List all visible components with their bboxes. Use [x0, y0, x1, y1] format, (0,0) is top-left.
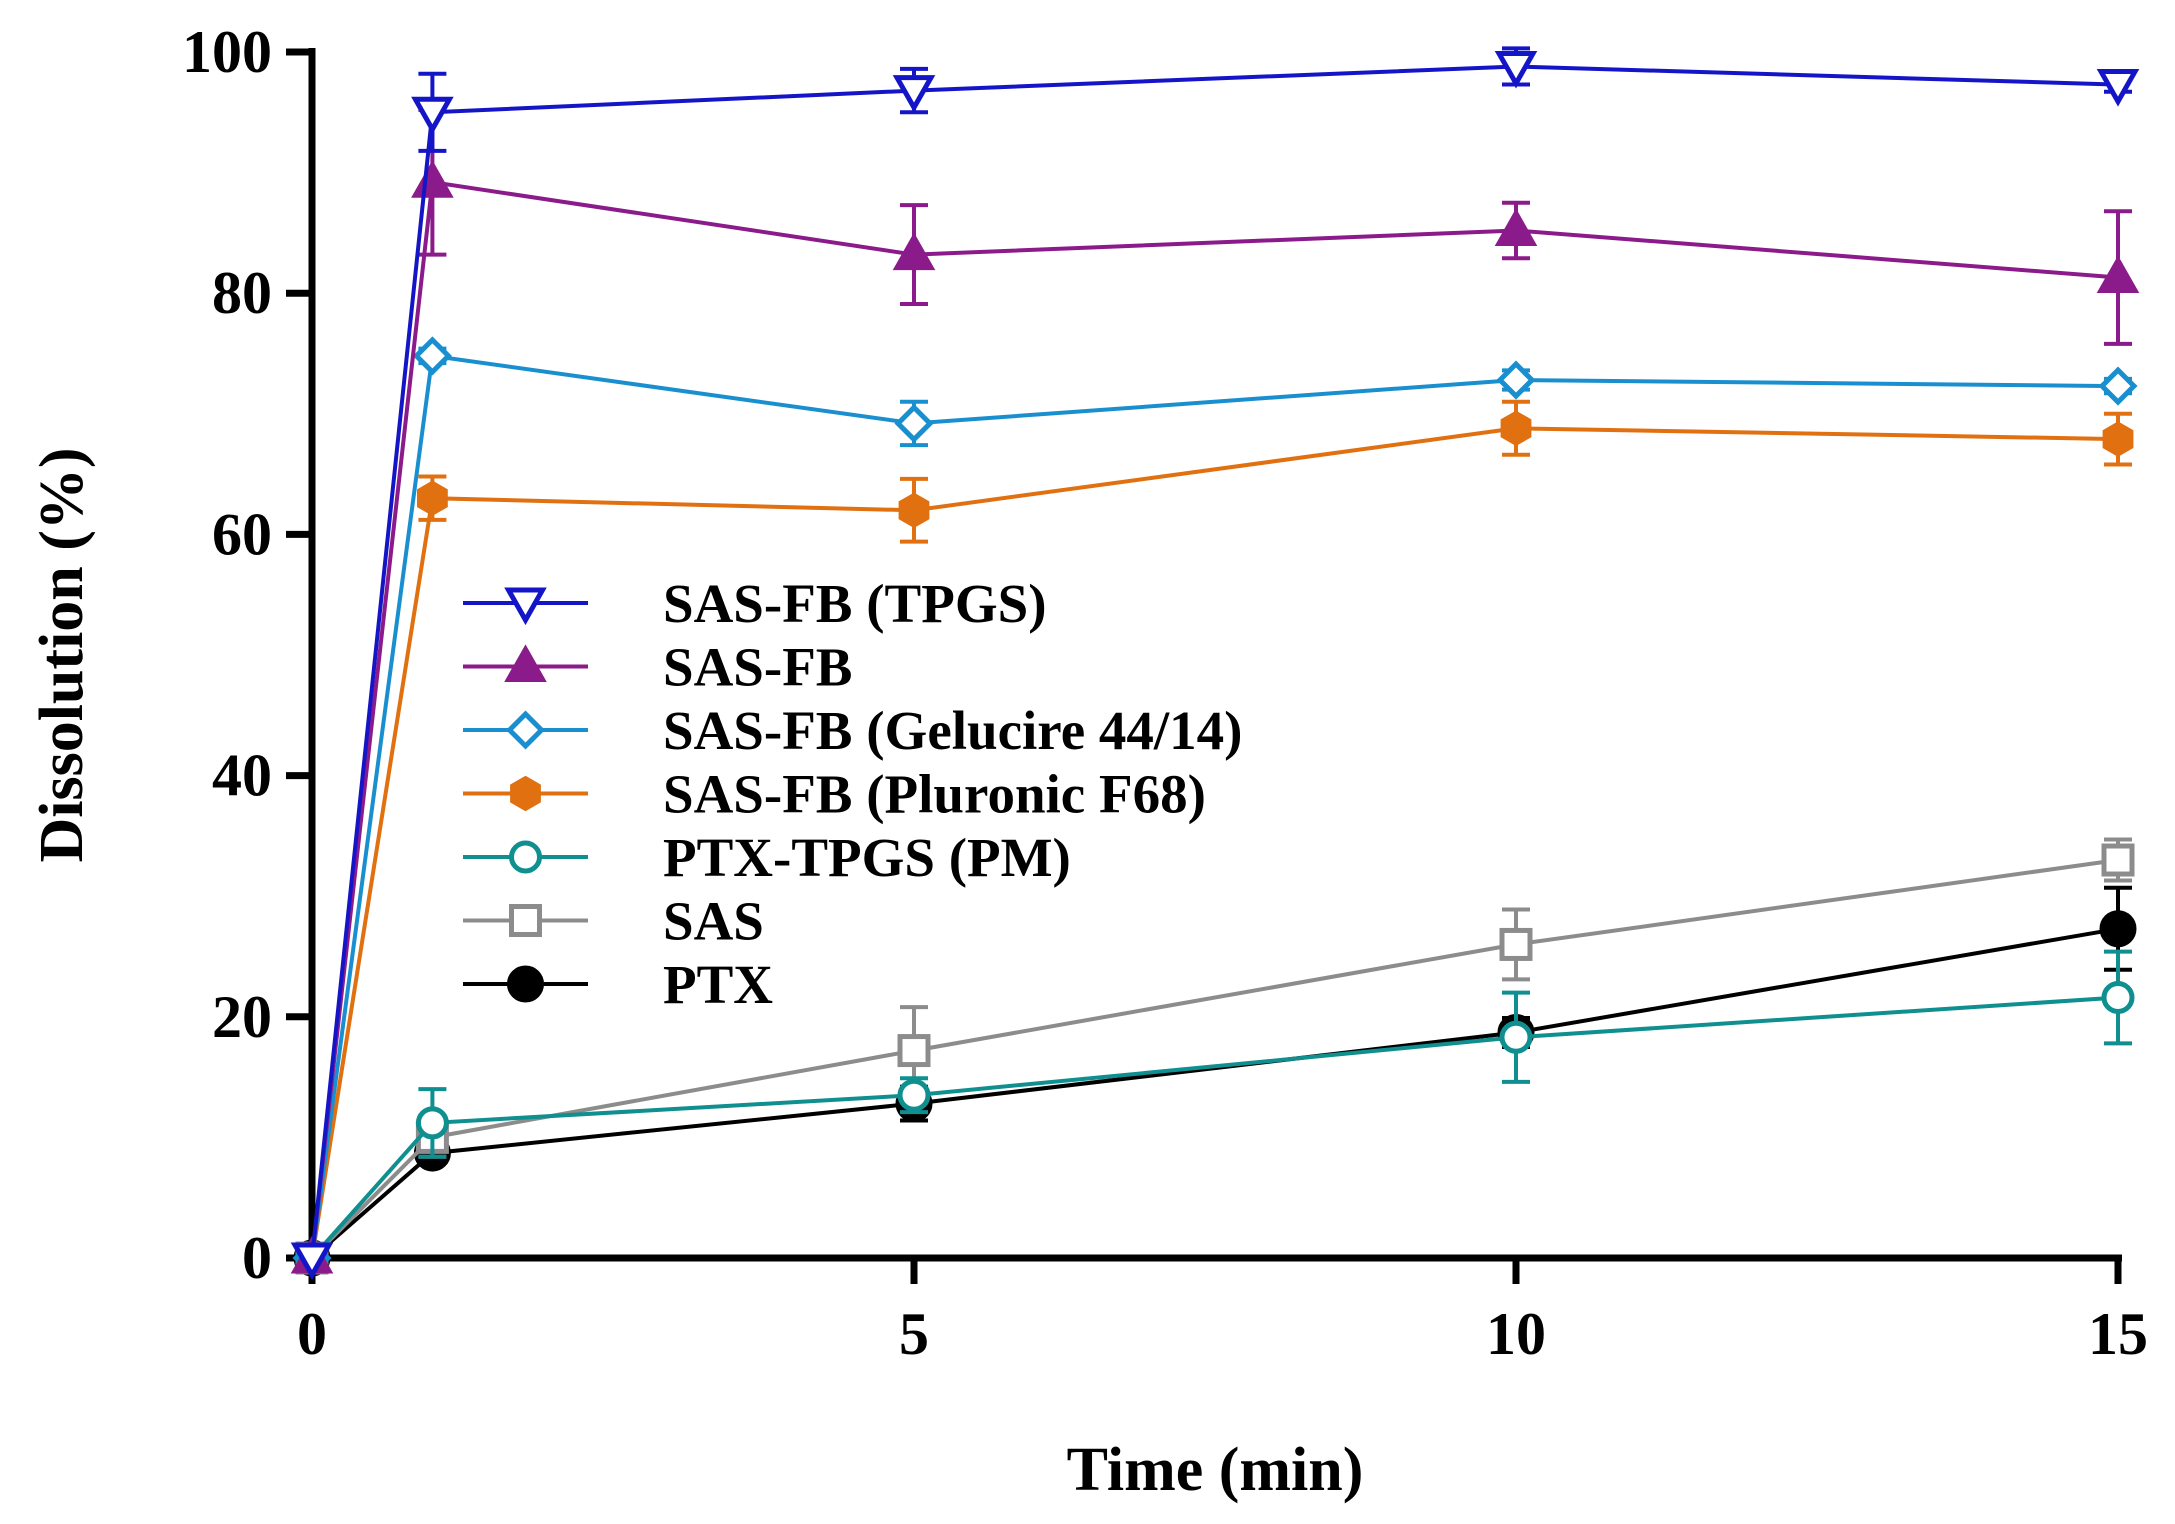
data-point [892, 75, 936, 113]
series-1 [290, 107, 2140, 1274]
series-line [310, 995, 2119, 1260]
series-5 [295, 837, 2135, 1275]
data-point [417, 480, 448, 516]
legend-label: SAS-FB (TPGS) [663, 573, 1047, 634]
legend-marker [509, 904, 542, 937]
legend-marker [507, 965, 544, 1003]
axes: 0 20 40 60 80 100 0 5 10 15 [182, 19, 2148, 1367]
legend-item: SAS-FB (Gelucire 44/14) [463, 700, 1243, 761]
series-3 [296, 399, 2134, 1276]
data-point [412, 336, 452, 376]
x-tick-label: 5 [899, 1301, 929, 1367]
x-tick-label: 10 [1486, 1301, 1546, 1367]
series-4 [295, 949, 2135, 1275]
y-tick-label: 100 [182, 19, 272, 85]
data-point [2096, 255, 2140, 294]
y-tick-label: 40 [212, 743, 272, 809]
series-layer [290, 46, 2140, 1281]
legend-item: SAS-FB (TPGS) [463, 573, 1047, 634]
legend-label: PTX-TPGS (PM) [663, 827, 1071, 888]
data-point [415, 1106, 449, 1140]
y-tick-label: 20 [212, 984, 272, 1050]
data-point [897, 1034, 931, 1068]
y-tick-label: 60 [212, 501, 272, 567]
legend-label: SAS-FB (Gelucire 44/14) [663, 700, 1243, 761]
series-0 [290, 46, 2140, 1281]
data-point [1499, 927, 1533, 961]
data-point [411, 160, 454, 198]
series-line [310, 926, 2119, 1260]
series-6 [293, 885, 2137, 1277]
data-point [894, 403, 934, 443]
data-point [2101, 843, 2135, 877]
data-point [1496, 360, 1536, 400]
data-point [1494, 50, 1538, 89]
data-point [892, 232, 936, 271]
data-point [2098, 366, 2138, 406]
x-axis-title: Time (min) [1067, 1436, 1364, 1504]
data-point [898, 492, 930, 529]
series-line [310, 353, 2119, 1259]
data-point [897, 1078, 931, 1112]
legend-label: SAS [663, 891, 764, 952]
legend-label: SAS-FB (Pluronic F68) [663, 764, 1206, 825]
y-tick-label: 0 [242, 1225, 272, 1291]
legend-marker [505, 710, 546, 750]
data-point [1499, 1020, 1533, 1054]
data-point [2099, 910, 2137, 948]
legend-item: SAS-FB (Pluronic F68) [463, 764, 1206, 825]
x-tick-label: 0 [297, 1301, 327, 1367]
data-point [1500, 410, 1532, 447]
data-point [1494, 208, 1538, 246]
legend-marker [504, 587, 547, 626]
legend-label: SAS-FB [663, 637, 853, 698]
x-tick-label: 15 [2088, 1301, 2148, 1367]
y-axis-title: Dissolution (%) [28, 447, 96, 862]
legend-marker [510, 775, 541, 812]
y-tick-label: 80 [212, 260, 272, 326]
data-point [2102, 421, 2134, 457]
legend-item: PTX [463, 954, 773, 1015]
data-point [2096, 69, 2140, 107]
data-point [2101, 981, 2135, 1015]
data-point [411, 96, 454, 135]
legend-label: PTX [663, 954, 773, 1015]
legend-marker [504, 644, 547, 682]
series-line [310, 426, 2119, 1259]
legend-item: SAS-FB [463, 637, 853, 698]
series-line [310, 64, 2119, 1259]
series-2 [292, 336, 2138, 1278]
legend-item: SAS [463, 891, 764, 952]
legend-item: PTX-TPGS (PM) [463, 827, 1071, 888]
legend-marker [509, 840, 542, 874]
data-point [290, 1242, 334, 1281]
